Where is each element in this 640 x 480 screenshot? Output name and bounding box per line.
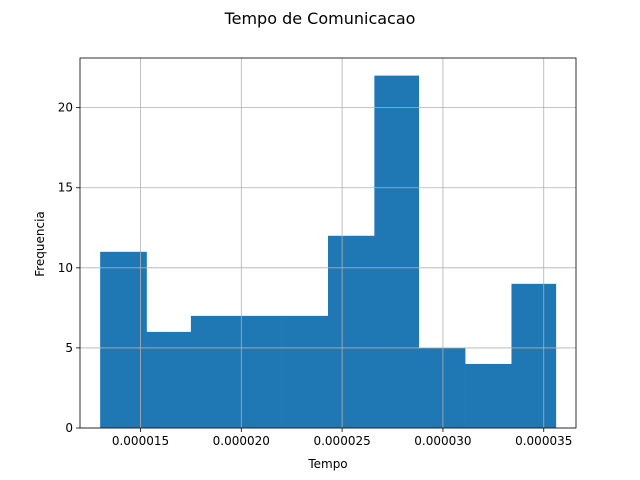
x-axis-label: Tempo [307,457,347,471]
plot-frame [79,57,577,429]
y-tick-label: 20 [58,101,73,115]
x-tick-label: 0.000025 [313,434,370,448]
y-tick-label: 5 [65,341,73,355]
y-tick-label: 15 [58,181,73,195]
histogram-bar [418,347,466,428]
x-tick-label: 0.000030 [414,434,471,448]
histogram-bar [146,331,192,428]
histogram-bar [237,315,282,428]
x-tick-label: 0.000015 [112,434,169,448]
histogram-bar [511,283,557,428]
histogram-bar [281,315,329,428]
y-tick-label: 10 [58,261,73,275]
histogram-bar [465,363,512,428]
chart-title: Tempo de Comunicacao [224,9,416,28]
histogram-bar [100,251,147,428]
y-tick-label: 0 [65,421,73,435]
histogram-bar [328,235,375,428]
y-axis-label: Frequencia [33,211,47,277]
plot-area: 0.000015 0.000020 0.000025 0.000030 0.000035… [58,57,577,448]
histogram-bar [374,75,420,429]
histogram-bar [190,315,238,428]
x-tick-label: 0.000020 [213,434,270,448]
x-tick-label: 0.000035 [515,434,572,448]
